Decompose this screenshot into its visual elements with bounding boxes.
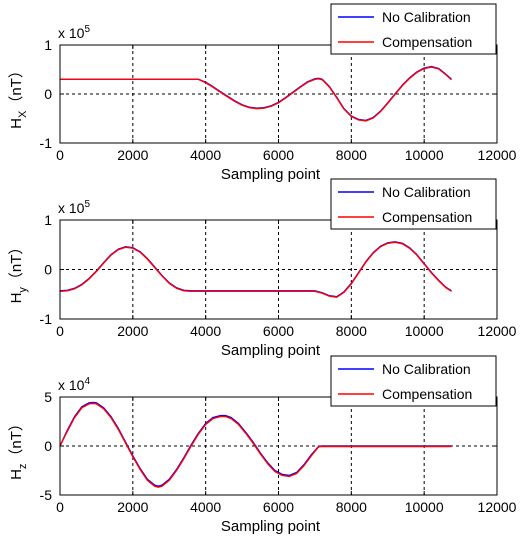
y-tick-label: 1 [44, 212, 52, 228]
x-tick-label: 6000 [263, 323, 294, 339]
legend-label-compensation: Compensation [382, 34, 472, 50]
series-line-compensation [59, 241, 452, 298]
exponent-label: x 105 [58, 199, 90, 216]
x-tick-label: 2000 [117, 499, 148, 515]
legend: No Calibration Compensation [330, 178, 497, 230]
x-axis-label: Sampling point [221, 342, 321, 359]
x-tick-label: 2000 [117, 323, 148, 339]
x-tick-label: 4000 [190, 323, 221, 339]
y-axis-label: Hz（nT） [8, 416, 29, 480]
legend: No Calibration Compensation [330, 3, 497, 55]
x-tick-label: 4000 [190, 499, 221, 515]
x-tick-label: 12000 [478, 323, 517, 339]
x-tick-label: 10000 [405, 323, 444, 339]
x-tick-label: 10000 [405, 499, 444, 515]
x-tick-label: 10000 [405, 147, 444, 163]
y-tick-label: -1 [40, 311, 53, 327]
y-axis-label: HX（nT） [8, 63, 29, 129]
y-tick-label: -5 [40, 487, 53, 503]
y-tick-label: -1 [40, 135, 53, 151]
x-tick-label: 2000 [117, 147, 148, 163]
x-tick-label: 0 [56, 499, 64, 515]
series-line-compensation [60, 66, 452, 122]
legend-label-no-calibration: No Calibration [382, 9, 471, 25]
exponent-power: 5 [84, 199, 90, 210]
x-tick-label: 6000 [263, 499, 294, 515]
y-tick-label: 0 [44, 262, 52, 278]
legend-label-compensation: Compensation [382, 386, 472, 402]
x-tick-label: 8000 [336, 323, 367, 339]
exponent-label: x 105 [58, 24, 90, 41]
y-tick-label: 1 [44, 37, 52, 53]
x-tick-label: 12000 [478, 499, 517, 515]
x-tick-label: 8000 [336, 499, 367, 515]
legend-box [330, 355, 497, 407]
y-tick-label: 0 [44, 438, 52, 454]
x-tick-label: 12000 [478, 147, 517, 163]
x-tick-label: 6000 [263, 147, 294, 163]
x-axis-label: Sampling point [221, 518, 321, 535]
legend-label-no-calibration: No Calibration [382, 184, 471, 200]
exponent-power: 4 [84, 376, 90, 387]
exponent-power: 5 [84, 24, 90, 35]
legend-label-no-calibration: No Calibration [382, 361, 471, 377]
x-axis-label: Sampling point [221, 166, 321, 183]
x-tick-label: 8000 [336, 147, 367, 163]
x-tick-label: 0 [56, 323, 64, 339]
y-tick-label: 0 [44, 86, 52, 102]
legend-box [330, 178, 497, 230]
exponent-label: x 104 [58, 376, 90, 393]
legend-box [330, 3, 497, 55]
series-line-compensation [59, 402, 452, 488]
y-axis-label: Hy（nT） [8, 240, 29, 304]
x-tick-label: 0 [56, 147, 64, 163]
x-tick-label: 4000 [190, 147, 221, 163]
y-tick-label: 5 [44, 389, 52, 405]
legend: No Calibration Compensation [330, 355, 497, 407]
legend-label-compensation: Compensation [382, 209, 472, 225]
